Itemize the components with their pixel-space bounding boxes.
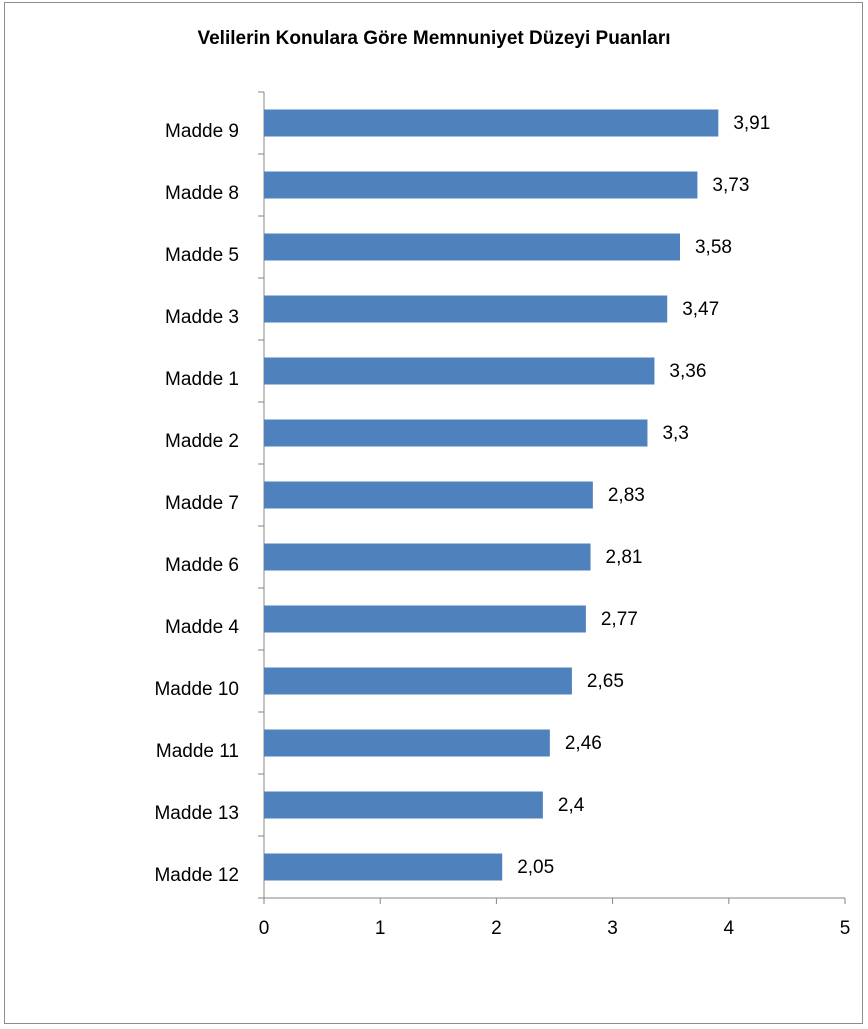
data-label: 3,58 <box>695 237 732 258</box>
x-tick-label: 4 <box>724 918 735 939</box>
bar <box>264 791 543 819</box>
category-label: Madde 4 <box>165 617 239 638</box>
data-label: 3,73 <box>712 175 749 196</box>
bar <box>264 171 698 199</box>
data-label: 3,3 <box>662 423 688 444</box>
data-label: 2,46 <box>565 733 602 754</box>
category-label: Madde 6 <box>165 555 239 576</box>
category-label: Madde 13 <box>154 803 239 824</box>
x-tick-label: 5 <box>840 918 851 939</box>
category-label: Madde 1 <box>165 369 239 390</box>
bar <box>264 543 591 571</box>
bar <box>264 109 719 137</box>
bar <box>264 481 593 509</box>
data-label: 3,91 <box>733 113 770 134</box>
category-label: Madde 3 <box>165 307 239 328</box>
x-tick-label: 0 <box>259 918 270 939</box>
bar <box>264 605 586 633</box>
category-label: Madde 9 <box>165 121 239 142</box>
x-tick-label: 2 <box>491 918 502 939</box>
data-label: 2,65 <box>587 671 624 692</box>
data-label: 2,81 <box>606 547 643 568</box>
category-label: Madde 7 <box>165 493 239 514</box>
data-label: 2,05 <box>517 857 554 878</box>
data-label: 3,36 <box>669 361 706 382</box>
x-tick-label: 1 <box>375 918 386 939</box>
bar <box>264 357 655 385</box>
category-label: Madde 2 <box>165 431 239 452</box>
bar <box>264 233 680 261</box>
category-label: Madde 11 <box>156 741 239 762</box>
bar <box>264 729 550 757</box>
data-label: 3,47 <box>682 299 719 320</box>
bar <box>264 295 668 323</box>
bar <box>264 667 572 695</box>
bar <box>264 419 648 447</box>
category-label: Madde 5 <box>165 245 239 266</box>
category-label: Madde 10 <box>154 679 239 700</box>
x-tick-label: 3 <box>607 918 618 939</box>
data-label: 2,83 <box>608 485 645 506</box>
data-label: 2,77 <box>601 609 638 630</box>
category-label: Madde 12 <box>154 865 239 886</box>
category-label: Madde 8 <box>165 183 239 204</box>
chart-title: Velilerin Konulara Göre Memnuniyet Düzey… <box>197 28 671 49</box>
bar <box>264 853 503 881</box>
data-label: 2,4 <box>558 795 585 816</box>
